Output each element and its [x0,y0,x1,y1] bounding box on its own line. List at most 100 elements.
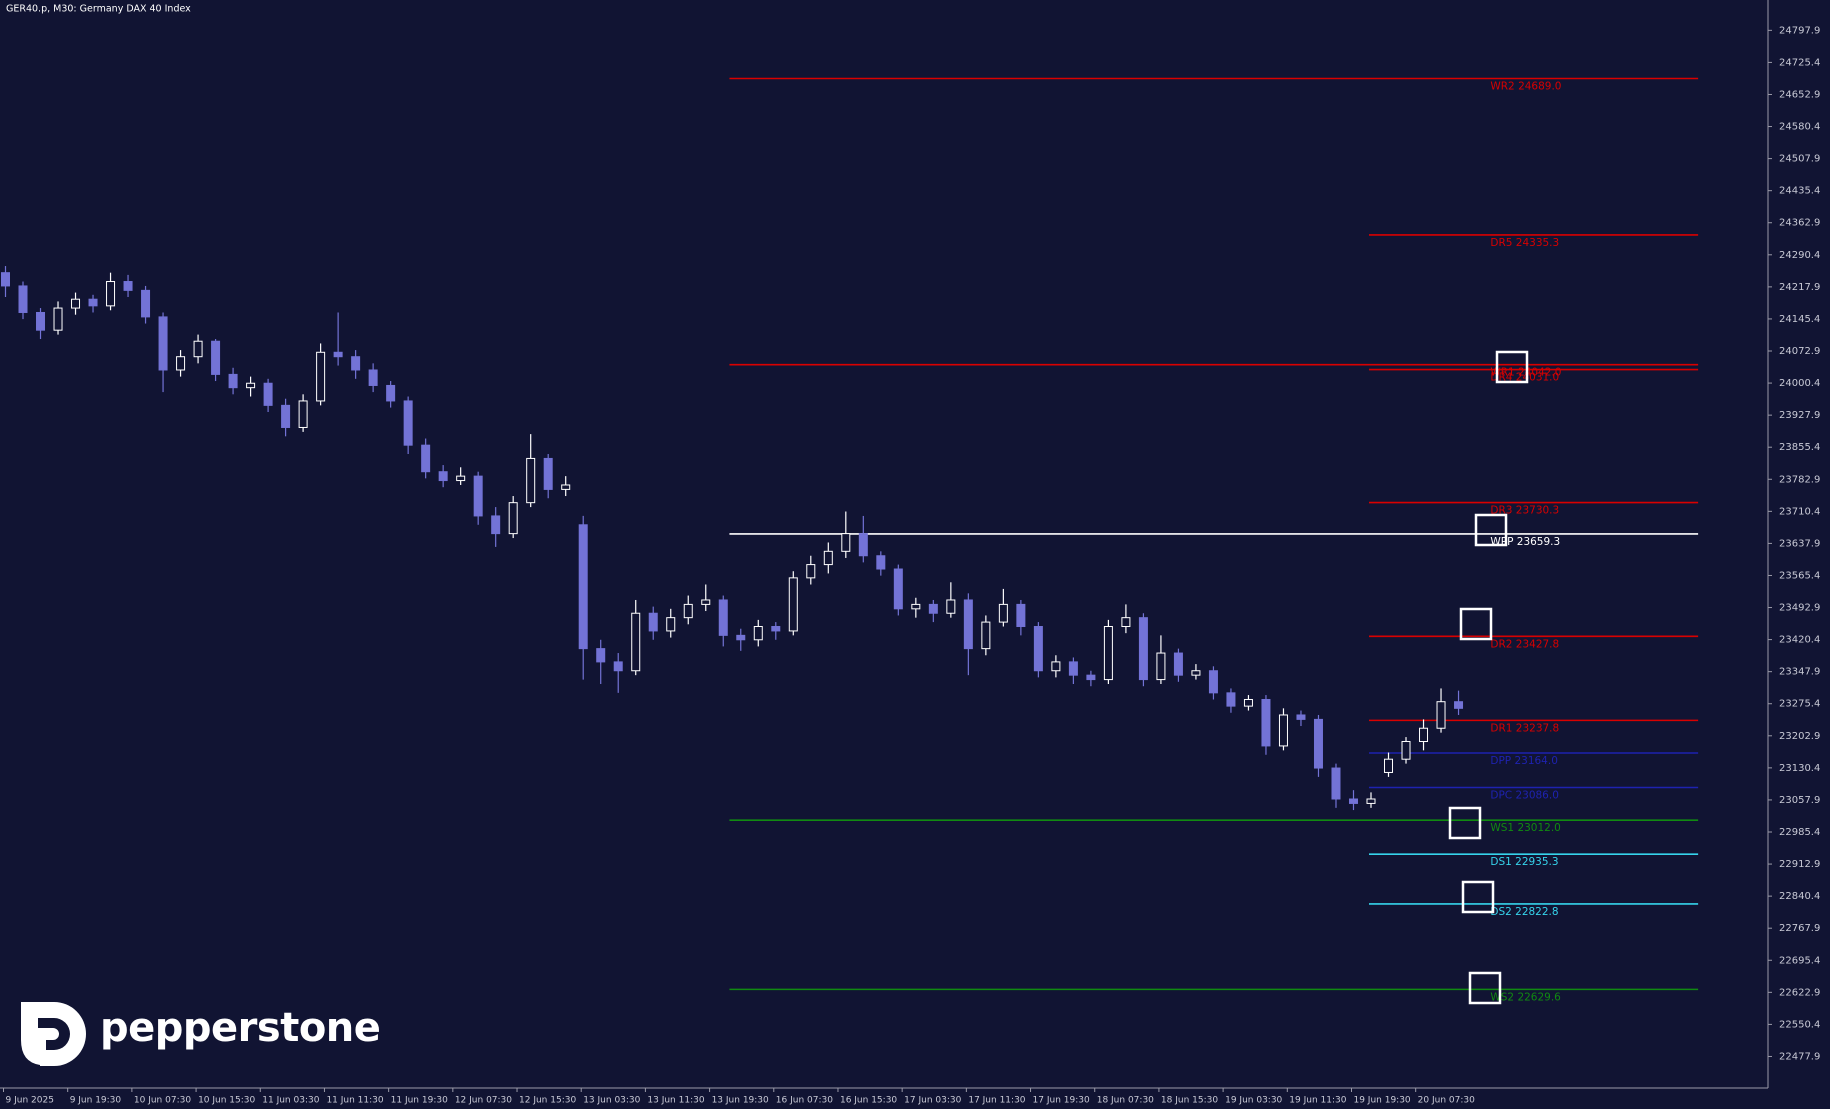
candle-body [36,311,46,331]
candle-body [246,382,256,389]
chart-title: GER40.p, M30: Germany DAX 40 Index [6,4,191,15]
candle-body [88,298,98,307]
candle-body [1208,670,1218,694]
candle-body [158,316,168,371]
y-tick-label: 22912.9 [1779,859,1820,870]
candle-body [18,285,28,313]
candle-body [123,281,133,291]
candle-body [1454,701,1464,709]
candle-body [841,533,851,552]
level-label: DS2 22822.8 [1490,906,1558,918]
candle-body [893,568,903,610]
candle-body [998,603,1008,623]
candle-body [106,281,116,307]
x-tick-label: 11 Jun 03:30 [262,1096,319,1106]
x-tick-label: 13 Jun 11:30 [647,1096,704,1106]
candle-body [1348,798,1358,804]
y-tick-label: 24580.4 [1779,122,1820,133]
candle-body [981,621,991,650]
candle-body [333,351,343,358]
level-label: WPP 23659.3 [1490,536,1560,548]
candle-body [1384,758,1394,773]
candle-body [368,369,378,386]
y-tick-label: 24507.9 [1779,154,1820,165]
x-tick-label: 10 Jun 15:30 [198,1096,255,1106]
y-tick-label: 23927.9 [1779,410,1820,421]
candle-body [263,382,273,406]
x-tick-label: 18 Jun 07:30 [1097,1096,1154,1106]
level-label: DR5 24335.3 [1490,237,1559,249]
highlight-box [1459,607,1493,641]
candle-body [1016,603,1026,628]
candle-body [613,661,623,672]
y-tick-label: 24000.4 [1779,378,1820,389]
x-tick-label: 9 Jun 2025 [6,1096,54,1106]
candle-body [53,307,63,331]
y-tick-label: 22767.9 [1779,923,1820,934]
brand-text: pepperstone [100,1005,380,1051]
candle-body [963,599,973,650]
x-tick-label: 9 Jun 19:30 [70,1096,122,1106]
candle-body [561,484,571,490]
y-tick-label: 23782.9 [1779,474,1820,485]
candle-body [1051,661,1061,672]
candle-body [753,626,763,641]
x-tick-label: 13 Jun 19:30 [712,1096,769,1106]
x-tick-label: 11 Jun 19:30 [391,1096,448,1106]
y-tick-label: 22695.4 [1779,955,1820,966]
logo-icon [21,1002,86,1066]
candle-body [911,603,921,610]
candle-body [683,603,693,619]
candle-body [386,384,396,402]
candle-body [316,351,326,402]
y-tick-label: 24217.9 [1779,282,1820,293]
x-tick-label: 19 Jun 03:30 [1225,1096,1282,1106]
candle-body [1278,714,1288,747]
y-tick-label: 23347.9 [1779,667,1820,678]
candle-body [928,603,938,614]
y-tick-label: 23855.4 [1779,442,1820,453]
candle-body [1419,727,1429,743]
candle-body [631,612,641,672]
x-tick-label: 18 Jun 15:30 [1161,1096,1218,1106]
level-label: WR2 24689.0 [1490,81,1561,93]
candle-body [823,550,833,566]
highlight-box [1448,806,1482,840]
y-tick-label: 22840.4 [1779,891,1820,902]
x-tick-label: 16 Jun 15:30 [840,1096,897,1106]
logo-icon-cut [38,1018,70,1050]
candle-body [1226,692,1236,707]
y-tick-label: 23492.9 [1779,603,1820,614]
level-label: DR3 23730.3 [1490,505,1559,517]
level-label: DR2 23427.8 [1490,638,1559,650]
candle-body [1436,701,1446,729]
x-tick-label: 11 Jun 11:30 [326,1096,383,1106]
candle-body [1313,718,1323,769]
candle-body [876,555,886,570]
y-tick-label: 24797.9 [1779,25,1820,36]
candle-body [788,577,798,632]
level-label: DR1 23237.8 [1490,722,1559,734]
x-tick-label: 12 Jun 07:30 [455,1096,512,1106]
candle-body [1121,617,1131,628]
candle-body [298,400,308,428]
y-tick-label: 24435.4 [1779,186,1820,197]
candle-body [648,612,658,632]
candle-body [1296,714,1306,720]
candle-body [421,444,431,473]
candles [1,266,1464,811]
y-tick-label: 24290.4 [1779,250,1820,261]
candle-body [1,272,11,287]
candle-body [1103,626,1113,681]
candle-body [1191,670,1201,676]
candle-body [508,502,518,535]
level-label: DS1 22935.3 [1490,856,1558,868]
candle-body [456,475,466,482]
candle-body [806,564,816,579]
candle-body [438,471,448,482]
level-label: DR4 24031.0 [1490,372,1559,384]
candle-body [1366,798,1376,804]
candle-body [228,373,238,389]
